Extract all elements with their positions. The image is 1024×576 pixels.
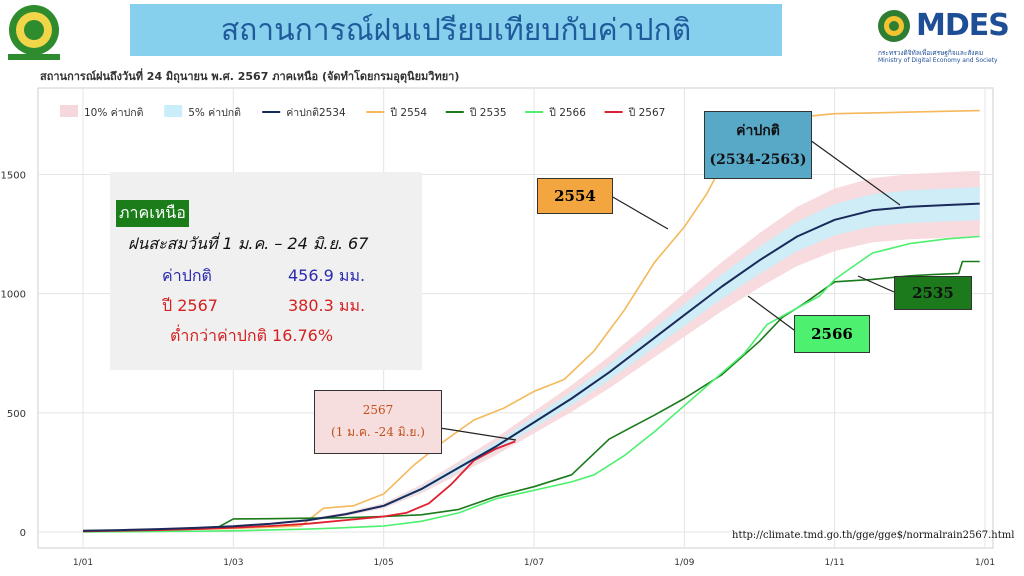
series-line-3 <box>82 235 980 533</box>
callout-normal-period: (2534-2563) <box>709 152 807 168</box>
callout-2535-label: 2535 <box>912 284 954 302</box>
callout-normal-title: ค่าปกติ <box>736 123 780 139</box>
mdes-thai-name: กระทรวงดิจิทัลเพื่อเศรษฐกิจและสังคม <box>878 49 984 57</box>
year-value: 380.3 มม. <box>288 296 366 315</box>
series-line-0 <box>82 202 980 532</box>
chart-subtitle: สถานการณ์ฝนถึงวันที่ 24 มิถุนายน พ.ศ. 25… <box>40 70 460 83</box>
legend-label: ปี 2535 <box>469 106 506 119</box>
normal-value: 456.9 มม. <box>288 266 366 285</box>
page-title: สถานการณ์ฝนเปรียบเทียบกับค่าปกติ <box>220 12 692 48</box>
leader-normal <box>809 139 901 206</box>
mdes-english-name: Ministry of Digital Economy and Society <box>878 57 998 64</box>
normal-label: ค่าปกติ <box>162 266 212 285</box>
callout-2566-label: 2566 <box>811 325 853 343</box>
callout-2566: 2566 <box>794 315 870 353</box>
diff-text: ต่ำกว่าค่าปกติ 16.76% <box>170 326 334 345</box>
y-tick-label: 1000 <box>1 290 26 301</box>
band-5pct <box>83 187 980 531</box>
year-label: ปี 2567 <box>162 296 218 315</box>
x-tick-label: 1/05 <box>374 558 394 568</box>
mdes-emblem-icon <box>878 10 910 42</box>
leader-2554 <box>610 195 669 230</box>
callout-normal: ค่าปกติ (2534-2563) <box>704 111 812 179</box>
series-line-4 <box>82 440 516 533</box>
info-box: ภาคเหนือ ฝนสะสมวันที่ 1 ม.ค. – 24 มิ.ย. … <box>110 172 422 370</box>
legend-swatch <box>60 105 78 117</box>
mdes-logo: MDES กระทรวงดิจิทัลเพื่อเศรษฐกิจและสังคม… <box>876 8 1021 64</box>
tmd-logo <box>8 5 60 60</box>
x-tick-label: 1/01 <box>975 558 995 568</box>
y-tick-label: 500 <box>7 409 26 420</box>
source-url: http://climate.tmd.go.th/gge/gge$/normal… <box>732 530 1015 541</box>
title-banner: สถานการณ์ฝนเปรียบเทียบกับค่าปกติ <box>130 4 782 56</box>
x-tick-label: 1/11 <box>825 558 845 568</box>
legend-label: 10% ค่าปกติ <box>84 107 144 119</box>
x-tick-label: 1/09 <box>674 558 694 568</box>
callout-2567: 2567 (1 ม.ค. -24 มิ.ย.) <box>314 390 442 454</box>
period-text: ฝนสะสมวันที่ 1 ม.ค. – 24 มิ.ย. 67 <box>128 234 369 253</box>
callout-2554-label: 2554 <box>554 187 596 205</box>
legend-label: ปี 2567 <box>628 106 665 119</box>
legend-label: 5% ค่าปกติ <box>188 107 241 119</box>
region-label: ภาคเหนือ <box>116 200 189 227</box>
legend-label: ปี 2566 <box>549 106 586 119</box>
leader-2535 <box>857 275 895 293</box>
plot-frame <box>37 87 994 549</box>
x-tick-label: 1/07 <box>524 558 544 568</box>
callout-2567-year: 2567 <box>362 403 394 417</box>
legend-label: ค่าปกติ2534 <box>286 107 346 119</box>
legend-swatch <box>164 105 183 117</box>
leader-2567 <box>439 427 517 441</box>
series-line-2 <box>82 260 980 532</box>
x-tick-label: 1/03 <box>223 558 243 568</box>
y-tick-label: 0 <box>20 528 26 539</box>
callout-2535: 2535 <box>894 276 972 310</box>
legend-label: ปี 2554 <box>390 106 427 119</box>
callout-2554: 2554 <box>537 178 613 214</box>
x-tick-label: 1/01 <box>73 558 93 568</box>
mdes-brand: MDES <box>916 8 1010 43</box>
callout-2567-period: (1 ม.ค. -24 มิ.ย.) <box>331 425 425 439</box>
leader-2566 <box>747 295 795 331</box>
y-tick-label: 1500 <box>1 171 26 182</box>
